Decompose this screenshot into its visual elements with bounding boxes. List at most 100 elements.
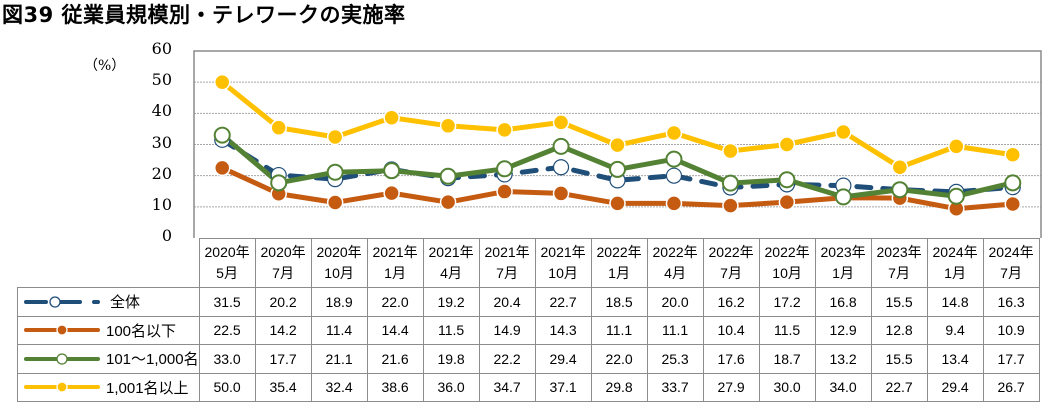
x-category-label: 2021年 4月: [422, 238, 480, 288]
data-point-1-4: [439, 193, 457, 211]
table-header-row: 2020年 5月 2020年 7月 2020年 10月 2021年 1月 2021年 4月 2021…: [17, 238, 1040, 288]
y-tick-label: 60: [151, 39, 172, 58]
data-point-2-7: [609, 160, 626, 178]
x-category-year: 2021年: [372, 244, 418, 260]
x-category-month: 10月: [772, 265, 802, 281]
x-category-label: 2023年 7月: [870, 238, 928, 288]
x-category-year: 2020年: [316, 244, 362, 260]
legend-entry: 全体: [17, 287, 200, 317]
data-point-1-2: [326, 194, 344, 211]
table-cell-value: 15.5: [870, 344, 928, 374]
data-table: 2020年 5月 2020年 7月 2020年 10月 2021年 1月 2021年 4月 2021…: [17, 238, 1040, 402]
table-cell-value: 34.0: [814, 372, 872, 402]
data-point-3-1: [270, 119, 287, 136]
x-category-year: 2023年: [876, 244, 922, 260]
table-cell-value: 16.3: [982, 287, 1040, 317]
data-point-1-0: [213, 159, 231, 177]
data-point-2-4: [439, 167, 457, 185]
table-cell-value: 11.4: [310, 315, 368, 345]
x-category-label: 2020年 7月: [254, 238, 312, 288]
data-point-2-12: [891, 181, 909, 199]
table-cell-value: 27.9: [702, 372, 760, 402]
table-cell-value: 11.1: [646, 315, 704, 345]
y-axis-unit-label: （%）: [84, 58, 126, 74]
legend-entry: 1,001名以上: [17, 372, 200, 402]
table-cell-value: 14.2: [254, 315, 312, 345]
data-point-3-3: [383, 109, 400, 126]
table-cell-value: 31.5: [198, 287, 256, 317]
legend-label: 101～1,000名: [106, 351, 199, 369]
table-cell-value: 16.8: [814, 287, 872, 317]
table-cell-value: 10.9: [982, 315, 1040, 345]
table-cell-value: 12.8: [870, 315, 928, 345]
x-category-year: 2023年: [820, 244, 866, 260]
x-category-year: 2022年: [708, 244, 754, 260]
x-category-year: 2022年: [764, 244, 810, 260]
table-cell-value: 50.0: [198, 372, 256, 402]
data-point-3-13: [948, 138, 965, 155]
data-point-3-2: [326, 128, 344, 146]
table-cell-value: 12.9: [814, 315, 872, 345]
table-corner: [17, 238, 200, 288]
table-cell-value: 34.7: [478, 372, 536, 402]
table-cell-value: 33.7: [646, 372, 704, 402]
legend-marker: [49, 296, 61, 308]
data-point-2-10: [778, 171, 796, 189]
series-line-0: [219, 137, 1016, 195]
table-cell-value: 22.2: [478, 344, 536, 374]
legend-entry: 101～1,000名: [17, 344, 200, 374]
table-cell-value: 30.0: [758, 372, 816, 402]
table-cell-value: 9.4: [926, 315, 984, 345]
table-cell-value: 33.0: [198, 344, 256, 374]
data-point-2-11: [834, 188, 852, 206]
data-point-2-2: [326, 163, 344, 181]
table-cell-value: 25.3: [646, 344, 704, 374]
legend-label: 100名以下: [106, 322, 177, 340]
x-category-year: 2022年: [652, 244, 698, 260]
chart-title: 図39 従業員規模別・テレワークの実施率: [2, 3, 406, 27]
data-point-3-6: [552, 114, 570, 131]
table-cell-value: 22.0: [366, 287, 424, 317]
table-cell-value: 18.9: [310, 287, 368, 317]
table-cell-value: 10.4: [702, 315, 760, 345]
data-point-3-11: [835, 123, 852, 141]
data-point-3-14: [1004, 146, 1022, 164]
x-category-label: 2020年 10月: [310, 238, 368, 288]
x-category-label: 2024年 7月: [982, 238, 1040, 288]
x-category-year: 2021年: [540, 244, 586, 260]
table-cell-value: 20.4: [478, 287, 536, 317]
table-cell-value: 14.4: [366, 315, 424, 345]
table-cell-value: 18.7: [758, 344, 816, 374]
x-category-month: 7月: [720, 265, 742, 281]
table-cell-value: 17.6: [702, 344, 760, 374]
y-tick-label: 50: [151, 70, 172, 90]
table-cell-value: 35.4: [254, 372, 312, 402]
legend-swatch: [24, 353, 100, 365]
table-cell-value: 20.2: [254, 287, 312, 317]
table-cell-value: 17.7: [254, 344, 312, 374]
x-category-month: 4月: [664, 265, 686, 281]
data-point-2-1: [270, 174, 288, 192]
y-tick-label: 30: [151, 132, 172, 152]
x-category-year: 2020年: [260, 244, 306, 260]
x-category-year: 2024年: [932, 244, 978, 260]
table-cell-value: 22.5: [198, 315, 256, 345]
x-category-label: 2024年 1月: [926, 238, 984, 288]
data-point-2-8: [665, 150, 683, 168]
data-point-1-5: [496, 183, 513, 200]
x-category-year: 2020年: [204, 244, 250, 260]
data-point-3-9: [722, 142, 739, 160]
data-point-2-13: [947, 187, 965, 205]
x-category-month: 4月: [440, 265, 462, 281]
y-tick-label: 20: [151, 163, 172, 183]
x-category-month: 7月: [272, 265, 294, 281]
x-category-label: 2021年 1月: [366, 238, 424, 288]
data-point-0-6: [552, 159, 570, 176]
legend-swatch: [24, 381, 100, 393]
legend-entry: 100名以下: [17, 315, 200, 345]
legend-swatch: [24, 324, 100, 336]
x-category-year: 2024年: [988, 244, 1034, 260]
x-category-year: 2021年: [428, 244, 474, 260]
table-row: 101～1,000名 33.0 17.7 21.1 21.6 19.8 22.2 29.4 22…: [17, 344, 1040, 374]
